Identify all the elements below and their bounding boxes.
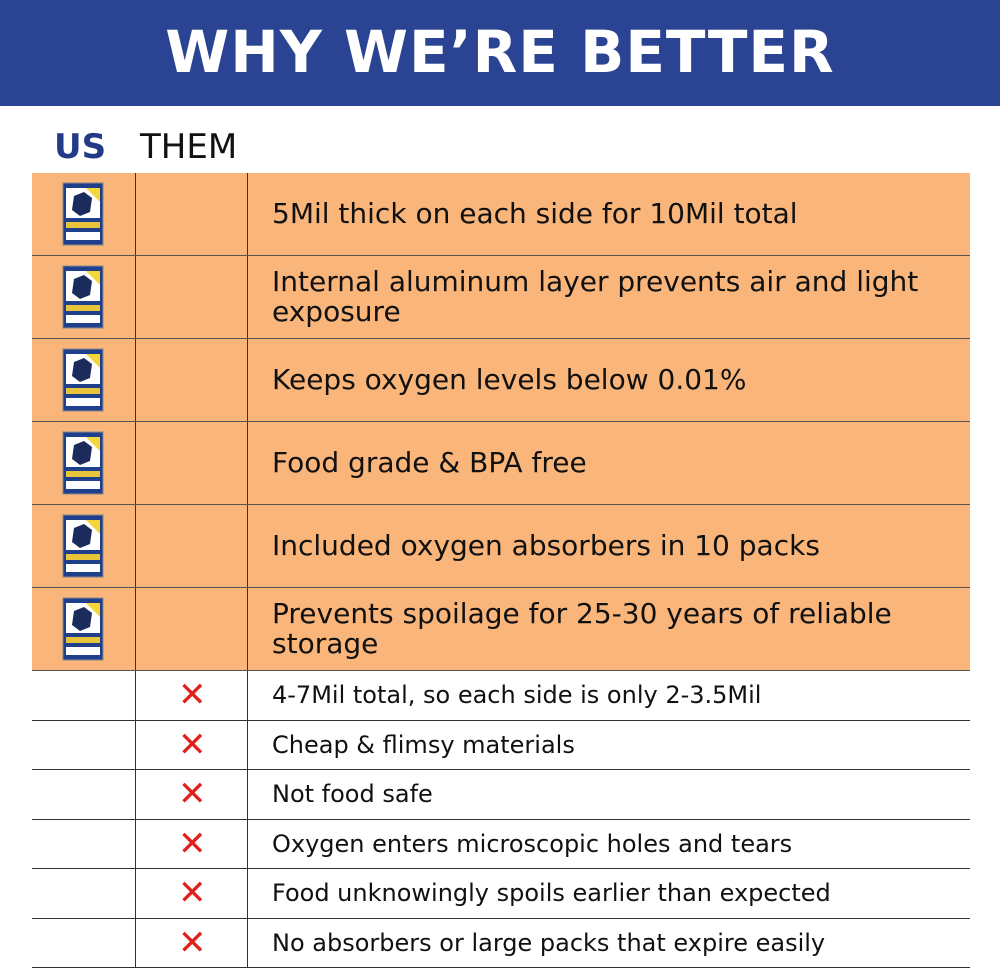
product-icon	[62, 597, 104, 661]
us-cell	[32, 770, 136, 819]
row-text: Keeps oxygen levels below 0.01%	[272, 363, 747, 396]
us-cell	[32, 869, 136, 918]
product-icon	[62, 514, 104, 578]
us-row: Prevents spoilage for 25-30 years of rel…	[32, 588, 970, 671]
header-band: WHY WE’RE BETTER	[0, 0, 1000, 106]
them-cell: ✕	[135, 819, 248, 868]
row-text: Prevents spoilage for 25-30 years of rel…	[272, 597, 892, 660]
row-text: Cheap & flimsy materials	[272, 730, 575, 759]
them-cell	[135, 505, 248, 587]
row-text: 5Mil thick on each side for 10Mil total	[272, 197, 798, 230]
product-icon	[62, 431, 104, 495]
them-cell	[135, 422, 248, 504]
row-text: Not food safe	[272, 780, 433, 809]
them-cell	[135, 339, 248, 421]
us-row: Included oxygen absorbers in 10 packs	[32, 505, 970, 588]
row-text: 4-7Mil total, so each side is only 2-3.5…	[272, 681, 762, 710]
us-cell	[32, 819, 136, 868]
product-icon	[62, 182, 104, 246]
us-cell	[32, 256, 136, 338]
them-cell: ✕	[135, 720, 248, 769]
row-text: Included oxygen absorbers in 10 packs	[272, 529, 820, 562]
them-cell	[135, 173, 248, 255]
x-icon: ✕	[178, 873, 207, 914]
row-text: No absorbers or large packs that expire …	[272, 928, 826, 957]
x-icon: ✕	[178, 774, 207, 815]
x-icon: ✕	[178, 823, 207, 864]
us-cell	[32, 422, 136, 504]
them-cell	[135, 256, 248, 338]
them-row: ✕ Not food safe	[32, 770, 970, 820]
row-text: Food grade & BPA free	[272, 446, 587, 479]
column-us: US	[54, 127, 107, 167]
them-row: ✕ Cheap & flimsy materials	[32, 720, 970, 770]
row-text: Food unknowingly spoils earlier than exp…	[272, 879, 831, 908]
us-cell	[32, 505, 136, 587]
them-row: ✕ No absorbers or large packs that expire…	[32, 918, 970, 968]
us-cell	[32, 339, 136, 421]
us-row: Food grade & BPA free	[32, 422, 970, 505]
them-cell: ✕	[135, 918, 248, 967]
title: WHY WE’RE BETTER	[165, 18, 835, 86]
them-cell: ✕	[135, 770, 248, 819]
column-them: THEM	[140, 127, 238, 167]
row-text: Oxygen enters microscopic holes and tear…	[272, 829, 793, 858]
us-row: 5Mil thick on each side for 10Mil total	[32, 173, 970, 256]
x-icon: ✕	[178, 675, 207, 716]
x-icon: ✕	[178, 922, 207, 963]
us-cell	[32, 720, 136, 769]
them-cell	[135, 588, 248, 670]
us-cell	[32, 173, 136, 255]
x-icon: ✕	[178, 724, 207, 765]
us-cell	[32, 918, 136, 967]
them-cell: ✕	[135, 869, 248, 918]
us-cell	[32, 588, 136, 670]
them-cell: ✕	[135, 671, 248, 720]
them-row: ✕ Food unknowingly spoils earlier than ex…	[32, 869, 970, 919]
row-text: Internal aluminum layer prevents air and…	[272, 265, 919, 328]
product-icon	[62, 348, 104, 412]
them-row: ✕ 4-7Mil total, so each side is only 2-3.…	[32, 671, 970, 721]
product-icon	[62, 265, 104, 329]
us-row: Keeps oxygen levels below 0.01%	[32, 339, 970, 422]
them-row: ✕ Oxygen enters microscopic holes and tea…	[32, 819, 970, 869]
us-row: Internal aluminum layer prevents air and…	[32, 256, 970, 339]
us-cell	[32, 671, 136, 720]
